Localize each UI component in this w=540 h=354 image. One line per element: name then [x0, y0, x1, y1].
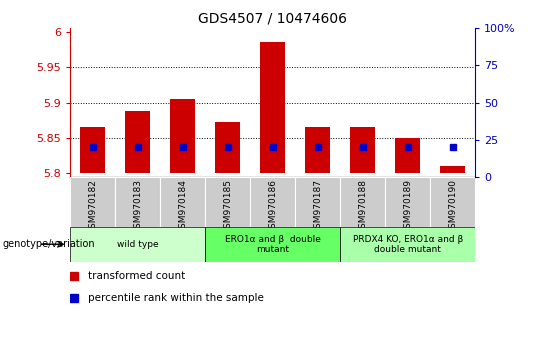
FancyBboxPatch shape — [205, 227, 340, 262]
Text: GSM970186: GSM970186 — [268, 179, 277, 234]
FancyBboxPatch shape — [160, 177, 205, 227]
FancyBboxPatch shape — [70, 227, 205, 262]
Text: transformed count: transformed count — [89, 271, 186, 281]
Bar — [305, 127, 330, 173]
Bar — [80, 127, 105, 173]
Text: GSM970182: GSM970182 — [88, 179, 97, 234]
Bar — [260, 42, 285, 173]
Bar — [215, 122, 240, 173]
FancyBboxPatch shape — [250, 177, 295, 227]
Bar — [125, 111, 150, 173]
Text: PRDX4 KO, ERO1α and β
double mutant: PRDX4 KO, ERO1α and β double mutant — [353, 235, 463, 254]
FancyBboxPatch shape — [340, 227, 475, 262]
Text: GSM970188: GSM970188 — [358, 179, 367, 234]
FancyBboxPatch shape — [70, 177, 115, 227]
Text: GSM970190: GSM970190 — [448, 179, 457, 234]
FancyBboxPatch shape — [430, 177, 475, 227]
Text: ERO1α and β  double
mutant: ERO1α and β double mutant — [225, 235, 321, 254]
FancyBboxPatch shape — [115, 177, 160, 227]
Bar — [395, 138, 420, 173]
Bar — [170, 99, 195, 173]
Bar — [350, 127, 375, 173]
Text: GSM970183: GSM970183 — [133, 179, 142, 234]
FancyBboxPatch shape — [295, 177, 340, 227]
Text: GSM970187: GSM970187 — [313, 179, 322, 234]
FancyBboxPatch shape — [205, 177, 250, 227]
FancyBboxPatch shape — [340, 177, 385, 227]
FancyBboxPatch shape — [385, 177, 430, 227]
Bar — [440, 166, 465, 173]
Text: GSM970185: GSM970185 — [223, 179, 232, 234]
Text: genotype/variation: genotype/variation — [3, 239, 96, 249]
Text: GSM970189: GSM970189 — [403, 179, 412, 234]
Text: wild type: wild type — [117, 240, 159, 249]
Text: percentile rank within the sample: percentile rank within the sample — [89, 293, 264, 303]
Title: GDS4507 / 10474606: GDS4507 / 10474606 — [198, 12, 347, 26]
Text: GSM970184: GSM970184 — [178, 179, 187, 234]
